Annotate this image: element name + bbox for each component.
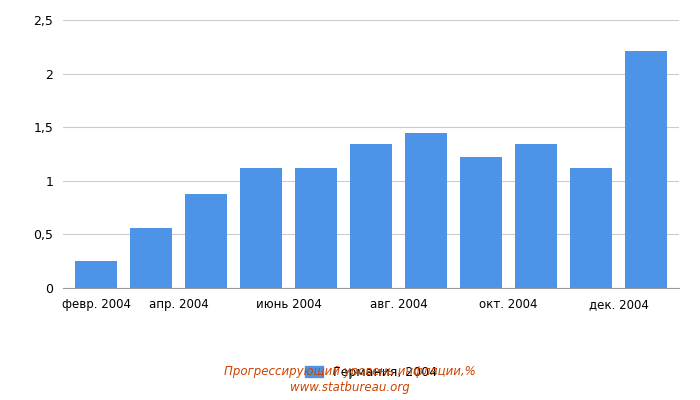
Bar [351,144,391,288]
Bar [130,228,172,288]
Bar [295,168,337,288]
Text: www.statbureau.org: www.statbureau.org [290,382,410,394]
Bar [625,51,666,288]
Bar [515,144,557,288]
Bar [570,168,612,288]
Text: Прогрессирующий уровень инфляции,%: Прогрессирующий уровень инфляции,% [224,366,476,378]
Bar [240,168,281,288]
Bar [186,194,227,288]
Legend: Германия, 2004: Германия, 2004 [300,360,442,384]
Bar [405,132,447,288]
Bar [461,157,502,288]
Bar [76,261,117,288]
